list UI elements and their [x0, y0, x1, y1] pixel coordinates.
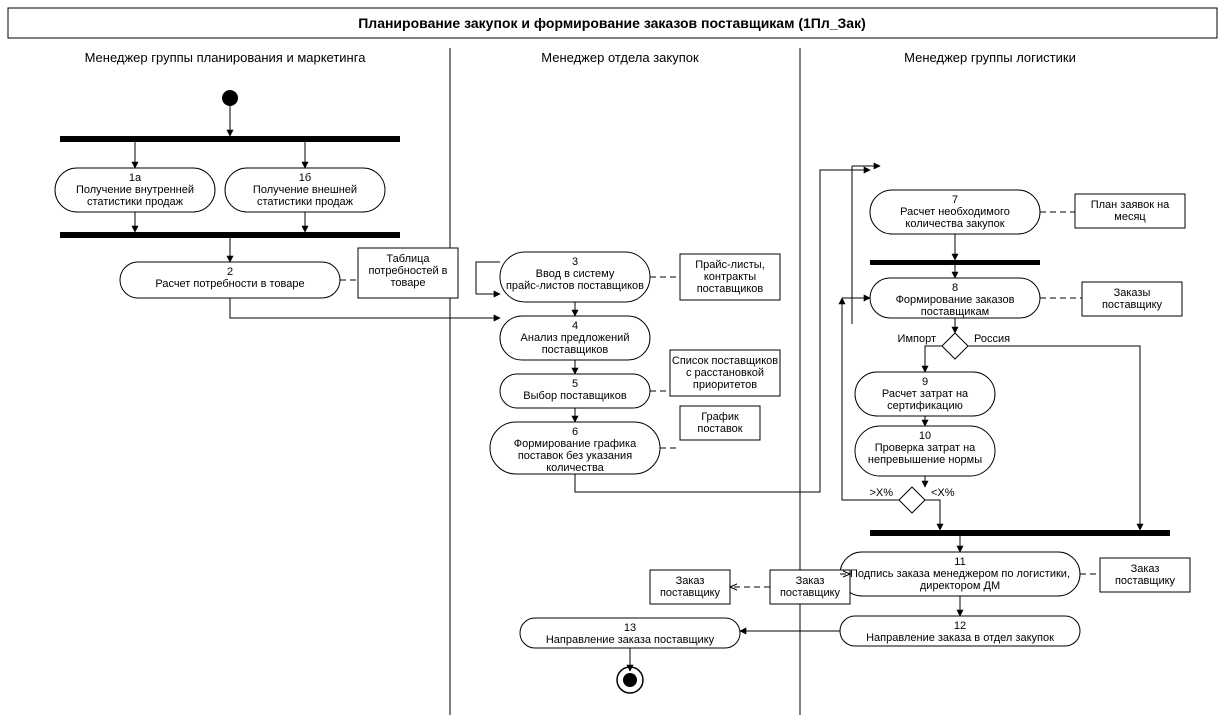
svg-text:Направление заказа поставщику: Направление заказа поставщику	[546, 634, 715, 646]
node-start	[222, 90, 238, 106]
node-n6: Графикпоставок	[680, 406, 760, 440]
svg-text:3: 3	[572, 256, 578, 268]
svg-text:Получение внутренней: Получение внутренней	[76, 184, 194, 196]
svg-text:4: 4	[572, 320, 578, 332]
svg-text:Формирование графика: Формирование графика	[514, 438, 637, 450]
svg-text:статистики продаж: статистики продаж	[87, 196, 184, 208]
svg-text:5: 5	[572, 378, 578, 390]
node-join2	[870, 530, 1170, 536]
svg-text:Расчет необходимого: Расчет необходимого	[900, 206, 1010, 218]
svg-text:>X%: >X%	[869, 487, 893, 499]
svg-text:Формирование заказов: Формирование заказов	[896, 294, 1015, 306]
svg-text:Импорт: Импорт	[898, 333, 936, 345]
node-n3: Прайс-листы,контрактыпоставщиков	[680, 254, 780, 300]
svg-text:прайс-листов поставщиков: прайс-листов поставщиков	[506, 280, 644, 292]
svg-text:1а: 1а	[129, 172, 142, 184]
node-n12b: Заказпоставщику	[650, 570, 730, 604]
node-a8: 8Формирование заказовпоставщикам	[870, 278, 1040, 318]
svg-text:поставщиков: поставщиков	[697, 283, 764, 295]
svg-text:Получение внешней: Получение внешней	[253, 184, 357, 196]
svg-text:приоритетов: приоритетов	[693, 379, 757, 391]
svg-text:9: 9	[922, 376, 928, 388]
node-a5: 5Выбор поставщиков	[500, 374, 650, 408]
svg-text:Расчет затрат на: Расчет затрат на	[882, 388, 969, 400]
node-a13: 13Направление заказа поставщику	[520, 618, 740, 648]
node-a7: 7Расчет необходимогоколичества закупок	[870, 190, 1040, 234]
svg-text:товаре: товаре	[390, 277, 425, 289]
svg-text:количества: количества	[546, 462, 604, 474]
node-n8: Заказыпоставщику	[1082, 282, 1182, 316]
node-a6: 6Формирование графикапоставок без указан…	[490, 422, 660, 474]
svg-text:поставщику: поставщику	[1115, 575, 1176, 587]
svg-text:6: 6	[572, 426, 578, 438]
node-fork1	[60, 136, 400, 142]
svg-text:Заказ: Заказ	[1131, 563, 1160, 575]
svg-text:директором ДМ: директором ДМ	[920, 580, 1000, 592]
node-a1a: 1аПолучение внутреннейстатистики продаж	[55, 168, 215, 212]
svg-text:13: 13	[624, 622, 636, 634]
node-n5: Список поставщиковс расстановкойприорите…	[670, 350, 780, 396]
svg-text:месяц: месяц	[1114, 211, 1146, 223]
svg-text:Таблица: Таблица	[386, 253, 430, 265]
svg-text:с расстановкой: с расстановкой	[686, 367, 764, 379]
svg-text:График: График	[701, 411, 739, 423]
node-n11: Заказпоставщику	[1100, 558, 1190, 592]
svg-text:поставщику: поставщику	[1102, 299, 1163, 311]
node-a3: 3Ввод в системупрайс-листов поставщиков	[500, 252, 650, 302]
svg-text:Прайс-листы,: Прайс-листы,	[695, 259, 765, 271]
svg-text:Заказы: Заказы	[1114, 287, 1151, 299]
lane-2-label: Менеджер отдела закупок	[541, 50, 699, 65]
svg-text:Список поставщиков: Список поставщиков	[672, 355, 778, 367]
svg-text:2: 2	[227, 266, 233, 278]
svg-text:План заявок на: План заявок на	[1091, 199, 1170, 211]
diagram-title: Планирование закупок и формирование зака…	[358, 15, 866, 31]
lane-1-label: Менеджер группы планирования и маркетинг…	[85, 50, 367, 65]
svg-text:Заказ: Заказ	[676, 575, 705, 587]
svg-text:Направление заказа в отдел зак: Направление заказа в отдел закупок	[866, 632, 1054, 644]
svg-text:сертификацию: сертификацию	[887, 400, 963, 412]
svg-text:количества закупок: количества закупок	[905, 218, 1004, 230]
node-bar8	[870, 260, 1040, 265]
svg-text:<X%: <X%	[931, 487, 955, 499]
svg-text:12: 12	[954, 620, 966, 632]
svg-text:поставок: поставок	[697, 423, 742, 435]
node-a4: 4Анализ предложенийпоставщиков	[500, 316, 650, 360]
svg-text:поставок без указания: поставок без указания	[518, 450, 632, 462]
svg-text:1б: 1б	[299, 172, 311, 184]
svg-text:потребностей в: потребностей в	[368, 265, 447, 277]
svg-text:10: 10	[919, 430, 931, 442]
node-a12: 12Направление заказа в отдел закупок	[840, 616, 1080, 646]
svg-text:Расчет потребности в товаре: Расчет потребности в товаре	[155, 278, 304, 290]
node-a1b: 1бПолучение внешнейстатистики продаж	[225, 168, 385, 212]
svg-text:поставщику: поставщику	[780, 587, 841, 599]
svg-text:статистики продаж: статистики продаж	[257, 196, 354, 208]
svg-text:11: 11	[954, 556, 965, 568]
svg-text:8: 8	[952, 282, 958, 294]
svg-text:7: 7	[952, 194, 958, 206]
svg-text:поставщику: поставщику	[660, 587, 721, 599]
svg-text:Выбор поставщиков: Выбор поставщиков	[523, 390, 627, 402]
svg-text:непревышение нормы: непревышение нормы	[868, 454, 982, 466]
activity-diagram: Планирование закупок и формирование зака…	[0, 0, 1225, 721]
svg-text:контракты: контракты	[704, 271, 756, 283]
svg-text:Заказ: Заказ	[796, 575, 825, 587]
node-a11: 11Подпись заказа менеджером по логистики…	[840, 552, 1080, 596]
svg-text:поставщикам: поставщикам	[921, 306, 989, 318]
node-n12a: Заказпоставщику	[770, 570, 850, 604]
node-a10: 10Проверка затрат нанепревышение нормы	[855, 426, 995, 476]
lane-3-label: Менеджер группы логистики	[904, 50, 1076, 65]
node-join1	[60, 232, 400, 238]
svg-text:Россия: Россия	[974, 333, 1010, 345]
svg-text:поставщиков: поставщиков	[542, 344, 609, 356]
node-n2: Таблицапотребностей втоваре	[358, 248, 458, 298]
svg-text:Анализ предложений: Анализ предложений	[521, 332, 630, 344]
svg-text:Подпись заказа менеджером по: Подпись заказа менеджером по логистики,	[850, 568, 1070, 580]
node-a2: 2Расчет потребности в товаре	[120, 262, 340, 298]
node-a9: 9Расчет затрат насертификацию	[855, 372, 995, 416]
node-n7: План заявок намесяц	[1075, 194, 1185, 228]
svg-text:Проверка затрат на: Проверка затрат на	[875, 442, 976, 454]
svg-text:Ввод в систему: Ввод в систему	[536, 268, 615, 280]
